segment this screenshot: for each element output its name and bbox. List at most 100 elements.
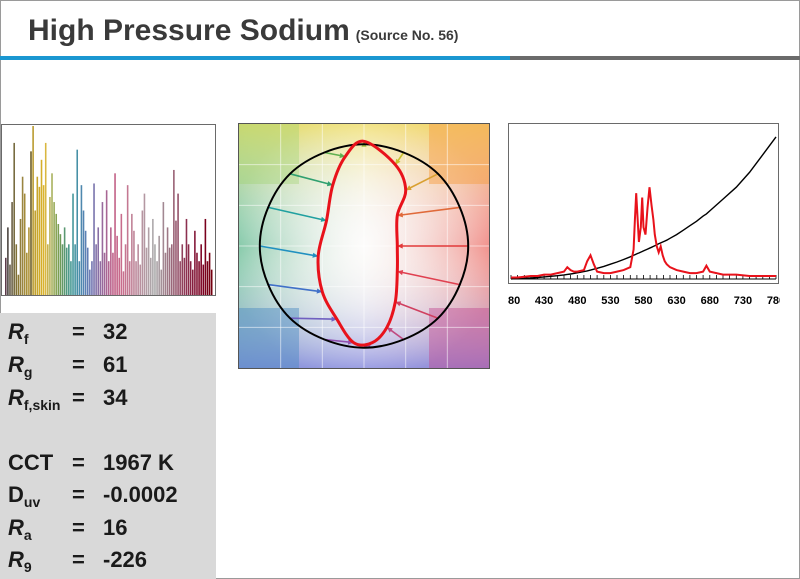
metric-value-cct: 1967 K: [103, 450, 174, 475]
cvg-frame: [238, 123, 490, 369]
spd-tick-label: 480: [568, 295, 586, 307]
fidelity-bar: [175, 220, 177, 295]
fidelity-bar: [86, 247, 89, 295]
fidelity-bar: [80, 185, 83, 295]
fidelity-bar: [99, 261, 102, 295]
fidelity-bar: [89, 269, 91, 295]
fidelity-bar: [198, 261, 200, 295]
spd-tick-label: 380: [508, 295, 520, 307]
fidelity-bar: [70, 261, 72, 295]
fidelity-bar: [210, 269, 213, 295]
fidelity-bar: [28, 227, 30, 295]
fidelity-bar: [42, 185, 45, 295]
fidelity-bar: [181, 244, 184, 295]
fidelity-bar: [177, 193, 179, 295]
cvg-test-gamut: [316, 139, 408, 347]
spd-tick-label: 430: [535, 295, 553, 307]
cvg-arrow-head: [397, 212, 403, 218]
fidelity-bar: [149, 257, 152, 295]
fidelity-bar: [179, 261, 181, 295]
fidelity-bar: [61, 244, 64, 295]
metric-value-rf: 32: [103, 319, 128, 344]
fidelity-bar: [147, 227, 150, 295]
fidelity-bar: [187, 244, 190, 295]
fidelity-bar: [112, 252, 114, 295]
fidelity-bar: [84, 230, 87, 295]
fidelity-bar: [74, 244, 76, 295]
fidelity-bar: [30, 151, 32, 295]
fidelity-bar: [95, 244, 97, 295]
fidelity-bar: [168, 247, 171, 295]
fidelity-bar: [189, 261, 192, 295]
spd-tick-label: 580: [634, 295, 652, 307]
cvg-arrow-head: [316, 288, 323, 294]
cvg-hue-arrow: [268, 283, 323, 293]
cvg-hue-arrow: [259, 245, 319, 257]
fidelity-bar: [76, 149, 79, 295]
fidelity-bar: [170, 244, 173, 295]
fidelity-bar: [135, 261, 137, 295]
fidelity-bar: [9, 264, 11, 295]
fidelity-bar: [173, 169, 175, 295]
cvg-arrow-head: [395, 158, 401, 165]
title-subtitle: (Source No. 56): [355, 27, 459, 43]
fidelity-bar: [118, 257, 121, 295]
fidelity-bar: [162, 202, 165, 295]
cvg-arrow-head: [395, 301, 402, 307]
fidelity-bar: [143, 193, 146, 295]
fidelity-bar: [36, 176, 39, 295]
fidelity-bar: [7, 227, 9, 295]
metric-value-r9: -226: [103, 547, 148, 572]
spd-tick-label: 780: [767, 295, 780, 307]
fidelity-bar: [103, 252, 106, 295]
fidelity-bar: [160, 269, 163, 295]
fidelity-bar: [26, 252, 28, 295]
fidelity-bar: [40, 159, 43, 295]
fidelity-bar: [105, 190, 108, 295]
fidelity-bar: [21, 176, 24, 295]
fidelity-bar: [59, 234, 62, 295]
cvg-arrow-head: [405, 185, 412, 191]
fidelity-bar: [185, 218, 188, 295]
cvg-hue-arrow: [289, 173, 334, 186]
cvg-hue-arrow: [397, 270, 460, 286]
fidelity-bar: [97, 227, 100, 295]
spd-reference-line: [510, 136, 777, 280]
fidelity-bar: [34, 210, 36, 295]
fidelity-bar: [154, 244, 156, 295]
fidelity-bar: [78, 261, 81, 295]
spd-line-chart: 380 430 480 530 580 630 680 730 780: [508, 123, 780, 307]
fidelity-bar: [120, 213, 123, 295]
cvg-hue-arrow: [397, 206, 460, 217]
fidelity-bar: [32, 126, 34, 295]
fidelity-bar: [133, 230, 135, 295]
fidelity-bar: [65, 247, 68, 295]
fidelity-bar: [82, 210, 85, 295]
fidelity-bar: [110, 227, 112, 295]
fidelity-bar: [107, 261, 110, 295]
metric-value-ra: 16: [103, 515, 128, 540]
fidelity-bar: [114, 173, 116, 295]
cvg-hue-arrow: [289, 317, 337, 320]
cvg-hue-arrow: [405, 173, 439, 191]
spd-tick-label: 530: [601, 295, 619, 307]
fidelity-bar: [68, 244, 70, 295]
cvg-arrow-head: [397, 243, 403, 249]
fidelity-bar: [139, 264, 142, 295]
header-accent-bar-blue: [0, 56, 510, 60]
fidelity-bar: [206, 261, 209, 295]
spd-chart-frame: [508, 123, 779, 284]
fidelity-bar: [200, 244, 202, 295]
fidelity-bar: [63, 227, 66, 295]
metrics-panel: Rf = 32 Rg = 61 Rf,skin = 34 CCT = 1967 …: [0, 313, 216, 579]
fidelity-bar: [49, 196, 51, 295]
fidelity-bar: [166, 227, 169, 295]
spd-tick-label: 630: [667, 295, 685, 307]
cvg-reference-circle: [258, 143, 470, 349]
header-accent-bar-gray: [510, 56, 800, 60]
metric-value-duv: -0.0002: [103, 482, 178, 507]
metric-value-rg: 61: [103, 352, 128, 377]
fidelity-bar: [93, 183, 95, 295]
fidelity-bar: [5, 257, 7, 295]
fidelity-bar: [141, 210, 144, 295]
